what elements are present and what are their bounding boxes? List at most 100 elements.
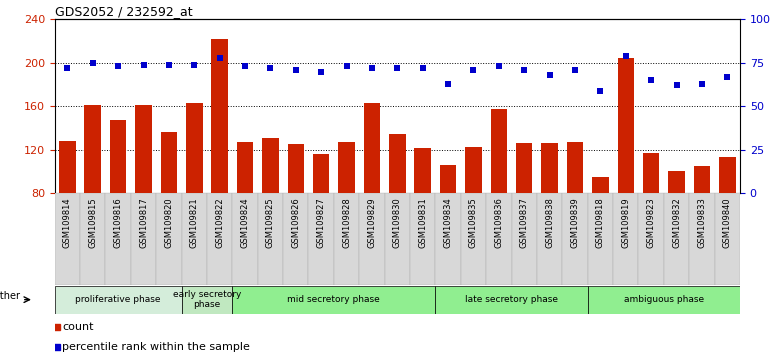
FancyBboxPatch shape xyxy=(182,193,207,285)
Point xyxy=(112,63,124,69)
Bar xyxy=(363,103,380,193)
Text: count: count xyxy=(62,322,94,332)
FancyBboxPatch shape xyxy=(207,193,233,285)
Bar xyxy=(668,171,685,193)
Bar xyxy=(643,153,659,193)
Text: ambiguous phase: ambiguous phase xyxy=(624,295,704,304)
Text: GSM109831: GSM109831 xyxy=(418,198,427,248)
Bar xyxy=(567,142,583,193)
Text: GSM109834: GSM109834 xyxy=(444,198,453,248)
Point xyxy=(493,63,505,69)
Point xyxy=(340,63,353,69)
Text: GSM109824: GSM109824 xyxy=(240,198,249,248)
FancyBboxPatch shape xyxy=(460,193,486,285)
FancyBboxPatch shape xyxy=(55,193,80,285)
Bar xyxy=(719,157,735,193)
Point xyxy=(442,81,454,86)
Text: GSM109823: GSM109823 xyxy=(647,198,655,248)
Point xyxy=(645,78,658,83)
FancyBboxPatch shape xyxy=(689,193,715,285)
Bar xyxy=(313,154,330,193)
FancyBboxPatch shape xyxy=(562,193,588,285)
Point xyxy=(671,82,683,88)
Bar xyxy=(541,143,557,193)
Text: early secretory
phase: early secretory phase xyxy=(172,290,241,309)
Bar xyxy=(694,166,710,193)
Point xyxy=(86,60,99,66)
Bar xyxy=(338,142,355,193)
FancyBboxPatch shape xyxy=(385,193,410,285)
Bar xyxy=(465,147,482,193)
Point xyxy=(569,67,581,73)
FancyBboxPatch shape xyxy=(334,193,360,285)
Text: GSM109821: GSM109821 xyxy=(189,198,199,248)
Text: mid secretory phase: mid secretory phase xyxy=(287,295,380,304)
Text: GSM109814: GSM109814 xyxy=(63,198,72,248)
Point xyxy=(61,65,73,71)
Bar xyxy=(212,39,228,193)
Text: GSM109829: GSM109829 xyxy=(367,198,377,248)
Text: GSM109815: GSM109815 xyxy=(89,198,97,248)
Point xyxy=(417,65,429,71)
Bar xyxy=(440,165,457,193)
Bar xyxy=(592,177,608,193)
FancyBboxPatch shape xyxy=(410,193,435,285)
Bar xyxy=(59,141,75,193)
Text: GSM109822: GSM109822 xyxy=(215,198,224,248)
Bar xyxy=(389,135,406,193)
Text: GSM109828: GSM109828 xyxy=(342,198,351,248)
FancyBboxPatch shape xyxy=(588,286,740,314)
Bar xyxy=(85,105,101,193)
Text: GSM109832: GSM109832 xyxy=(672,198,681,248)
Point xyxy=(391,65,403,71)
FancyBboxPatch shape xyxy=(537,193,562,285)
FancyBboxPatch shape xyxy=(105,193,131,285)
Text: late secretory phase: late secretory phase xyxy=(465,295,558,304)
FancyBboxPatch shape xyxy=(613,193,638,285)
Text: GSM109836: GSM109836 xyxy=(494,198,504,249)
Bar xyxy=(414,148,431,193)
FancyBboxPatch shape xyxy=(233,193,258,285)
Text: GSM109840: GSM109840 xyxy=(723,198,732,248)
FancyBboxPatch shape xyxy=(156,193,182,285)
Point xyxy=(696,81,708,86)
Bar xyxy=(186,103,203,193)
Point xyxy=(315,69,327,74)
FancyBboxPatch shape xyxy=(233,286,435,314)
Point xyxy=(544,72,556,78)
Point xyxy=(467,67,480,73)
Bar xyxy=(516,143,533,193)
Point xyxy=(518,67,531,73)
Text: GSM109819: GSM109819 xyxy=(621,198,631,248)
FancyBboxPatch shape xyxy=(664,193,689,285)
Text: proliferative phase: proliferative phase xyxy=(75,295,161,304)
FancyBboxPatch shape xyxy=(511,193,537,285)
Text: GSM109825: GSM109825 xyxy=(266,198,275,248)
Bar xyxy=(262,138,279,193)
Bar xyxy=(237,142,253,193)
Text: GSM109817: GSM109817 xyxy=(139,198,148,248)
Text: GSM109818: GSM109818 xyxy=(596,198,605,248)
Point xyxy=(290,67,302,73)
FancyBboxPatch shape xyxy=(638,193,664,285)
Text: GSM109826: GSM109826 xyxy=(291,198,300,248)
Text: GSM109837: GSM109837 xyxy=(520,198,529,249)
Text: GSM109827: GSM109827 xyxy=(316,198,326,248)
FancyBboxPatch shape xyxy=(182,286,233,314)
Bar xyxy=(618,58,634,193)
FancyBboxPatch shape xyxy=(486,193,511,285)
FancyBboxPatch shape xyxy=(309,193,334,285)
Point xyxy=(594,88,607,93)
Bar xyxy=(490,109,507,193)
FancyBboxPatch shape xyxy=(435,193,460,285)
Text: percentile rank within the sample: percentile rank within the sample xyxy=(62,342,250,352)
Text: other: other xyxy=(0,291,21,301)
Point xyxy=(137,62,149,67)
FancyBboxPatch shape xyxy=(80,193,105,285)
FancyBboxPatch shape xyxy=(258,193,283,285)
Text: GSM109838: GSM109838 xyxy=(545,198,554,249)
Point xyxy=(366,65,378,71)
Text: GSM109833: GSM109833 xyxy=(698,198,706,249)
Point xyxy=(162,62,175,67)
FancyBboxPatch shape xyxy=(55,286,182,314)
